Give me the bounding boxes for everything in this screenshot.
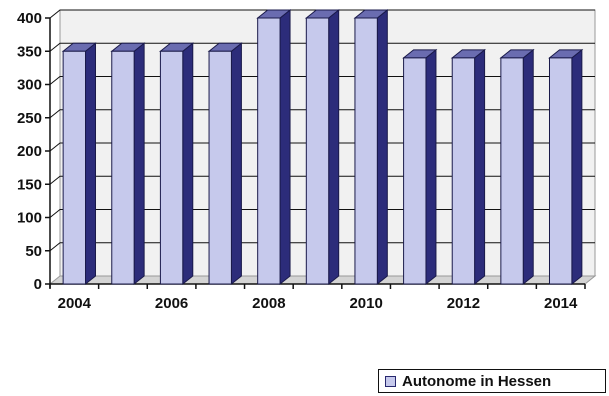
bar	[403, 57, 427, 285]
x-tick-label: 2012	[447, 295, 480, 312]
x-tick-label: 2006	[155, 295, 188, 312]
x-tick-label: 2004	[58, 295, 92, 312]
bar	[451, 57, 476, 285]
legend: Autonome in Hessen	[378, 369, 606, 393]
bar-side	[571, 48, 583, 286]
bar-side	[425, 48, 437, 286]
y-tick-label: 200	[17, 143, 42, 160]
bar-side	[474, 48, 486, 286]
legend-label: Autonome in Hessen	[402, 372, 552, 390]
gridline	[49, 9, 595, 19]
bar	[159, 50, 184, 285]
bar-side	[85, 42, 97, 286]
bar-side	[328, 8, 340, 286]
gridline	[49, 42, 595, 52]
x-tick-label: 2008	[252, 295, 285, 312]
y-tick-label: 150	[17, 176, 42, 193]
bar-side	[279, 8, 291, 286]
bar-side	[230, 42, 242, 286]
y-tick-label: 350	[17, 43, 42, 60]
x-tick-label: 2010	[349, 295, 382, 312]
bar	[500, 57, 524, 285]
legend-swatch	[385, 375, 396, 387]
bar-side	[133, 42, 145, 286]
bar	[111, 50, 135, 285]
y-tick-label: 50	[25, 243, 42, 260]
bar	[62, 50, 87, 285]
x-tick-label: 2014	[544, 295, 578, 312]
y-tick-label: 250	[17, 110, 42, 127]
bar-side	[522, 48, 534, 286]
y-tick-label: 300	[17, 77, 42, 94]
bar	[548, 57, 573, 285]
bar	[354, 17, 378, 285]
bar-side	[182, 42, 194, 286]
bar	[257, 17, 281, 285]
y-tick-label: 0	[34, 276, 42, 293]
bar	[305, 17, 330, 285]
bar-side	[376, 8, 388, 286]
bar	[208, 50, 232, 285]
y-tick-label: 400	[17, 10, 42, 27]
y-tick-label: 100	[17, 210, 42, 227]
